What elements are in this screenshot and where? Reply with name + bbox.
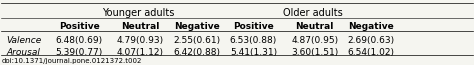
Text: Neutral: Neutral bbox=[296, 22, 334, 31]
Text: 2.55(0.61): 2.55(0.61) bbox=[173, 36, 220, 45]
Text: doi:10.1371/journal.pone.0121372.t002: doi:10.1371/journal.pone.0121372.t002 bbox=[1, 58, 142, 64]
Text: 6.53(0.88): 6.53(0.88) bbox=[230, 36, 277, 45]
Text: Neutral: Neutral bbox=[121, 22, 160, 31]
Text: Valence: Valence bbox=[6, 36, 41, 45]
Text: Arousal: Arousal bbox=[6, 48, 40, 57]
Text: 2.69(0.63): 2.69(0.63) bbox=[348, 36, 395, 45]
Text: Negative: Negative bbox=[174, 22, 220, 31]
Text: Positive: Positive bbox=[233, 22, 274, 31]
Text: 6.54(1.02): 6.54(1.02) bbox=[348, 48, 395, 57]
Text: 4.79(0.93): 4.79(0.93) bbox=[117, 36, 164, 45]
Text: Negative: Negative bbox=[348, 22, 394, 31]
Text: Younger adults: Younger adults bbox=[102, 8, 174, 18]
Text: 6.48(0.69): 6.48(0.69) bbox=[55, 36, 103, 45]
Text: 3.60(1.51): 3.60(1.51) bbox=[291, 48, 338, 57]
Text: 5.39(0.77): 5.39(0.77) bbox=[55, 48, 103, 57]
Text: 5.41(1.31): 5.41(1.31) bbox=[230, 48, 277, 57]
Text: Positive: Positive bbox=[59, 22, 100, 31]
Text: Older adults: Older adults bbox=[283, 8, 342, 18]
Text: 6.42(0.88): 6.42(0.88) bbox=[173, 48, 220, 57]
Text: 4.07(1.12): 4.07(1.12) bbox=[117, 48, 164, 57]
Text: 4.87(0.95): 4.87(0.95) bbox=[291, 36, 338, 45]
